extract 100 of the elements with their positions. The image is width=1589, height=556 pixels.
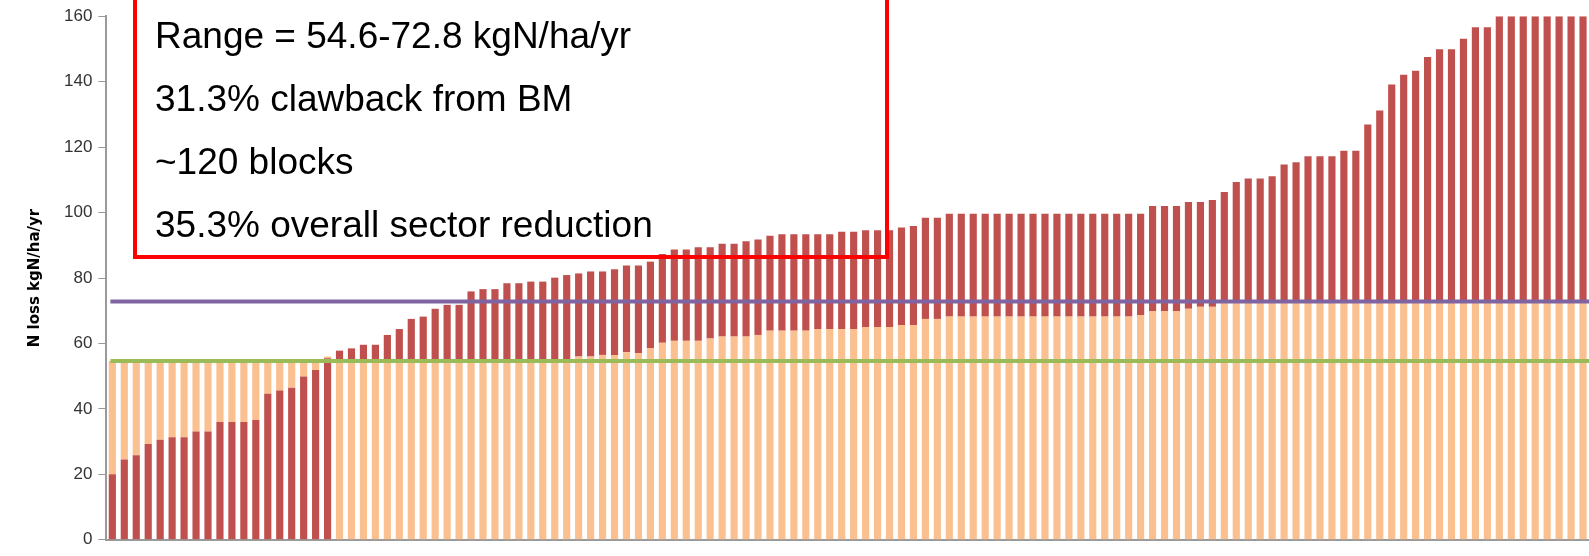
bar	[312, 369, 320, 540]
bar	[1292, 162, 1300, 302]
bar	[1519, 301, 1527, 540]
bar	[1483, 27, 1491, 302]
bar	[742, 336, 750, 540]
bar	[598, 354, 607, 540]
bar	[909, 225, 918, 326]
bar	[132, 361, 140, 456]
bar	[897, 227, 906, 326]
bar	[1077, 213, 1085, 317]
y-tick-label: 40	[73, 398, 93, 418]
bar	[216, 361, 224, 422]
bar	[1400, 301, 1408, 540]
bar	[766, 235, 774, 331]
y-tick-label: 100	[63, 202, 93, 222]
bar	[1579, 16, 1587, 302]
bar	[180, 361, 188, 438]
bar	[503, 283, 511, 362]
bar	[1459, 38, 1468, 302]
bar	[957, 316, 965, 540]
bar	[395, 329, 403, 362]
bar	[359, 361, 368, 540]
y-tick-label: 0	[82, 529, 93, 549]
bar	[1125, 213, 1133, 317]
bar	[288, 387, 296, 540]
bar	[240, 361, 248, 422]
bar	[1292, 301, 1300, 540]
bar	[682, 340, 690, 540]
bar	[1065, 316, 1073, 540]
bar	[419, 316, 427, 362]
bar	[646, 348, 654, 540]
bar	[1208, 306, 1216, 540]
bar	[646, 261, 654, 349]
bar	[1507, 301, 1515, 540]
bar	[252, 361, 260, 421]
bar	[993, 316, 1001, 540]
bar	[1148, 311, 1157, 540]
bar	[1220, 301, 1228, 540]
bar	[969, 213, 977, 317]
bar	[1232, 182, 1240, 302]
annotation: 31.3% clawback from BM	[155, 77, 574, 121]
bar	[610, 269, 619, 355]
bar	[1340, 301, 1348, 540]
bar	[1304, 301, 1312, 540]
bar	[192, 431, 200, 540]
bar	[1089, 213, 1097, 317]
bar	[264, 361, 272, 394]
bar	[276, 361, 284, 391]
bar	[1483, 301, 1491, 540]
bar	[120, 459, 128, 540]
annotation: ~120 blocks	[155, 140, 355, 184]
y-tick-label: 120	[63, 136, 93, 156]
bar	[575, 356, 583, 540]
bar	[563, 275, 571, 362]
bar	[288, 361, 296, 388]
bar	[1435, 49, 1444, 302]
bar	[1412, 301, 1420, 540]
bar	[1543, 301, 1551, 540]
bar	[515, 283, 523, 362]
bar	[1041, 213, 1049, 317]
bar	[371, 361, 379, 540]
bar	[1160, 206, 1169, 312]
bar	[156, 361, 164, 440]
bar	[1172, 206, 1181, 312]
bar	[1412, 70, 1420, 302]
bar	[1017, 316, 1025, 540]
bar	[622, 352, 631, 540]
bar	[862, 230, 870, 328]
bar	[515, 361, 523, 540]
y-tick-label: 140	[63, 71, 93, 91]
bar	[658, 342, 666, 540]
bar	[431, 361, 439, 540]
bar	[1148, 206, 1157, 312]
bar	[969, 316, 977, 540]
bar	[503, 361, 511, 540]
bar	[1435, 301, 1444, 540]
bar	[862, 327, 870, 540]
bar	[1280, 164, 1288, 302]
bar	[1256, 178, 1264, 302]
bar	[240, 421, 248, 540]
bar	[1065, 213, 1073, 317]
bar	[1017, 213, 1025, 317]
bar	[957, 213, 965, 317]
bar	[1280, 301, 1288, 540]
bar	[180, 437, 188, 540]
bar	[1328, 156, 1336, 302]
bar	[921, 217, 929, 319]
bar	[634, 353, 643, 540]
bar	[323, 358, 332, 540]
bar	[575, 273, 583, 357]
bar	[1268, 301, 1276, 540]
bar	[730, 336, 738, 540]
bar	[1507, 16, 1515, 302]
bar	[1160, 311, 1169, 540]
bar	[694, 340, 702, 540]
bar	[634, 265, 643, 354]
bar	[790, 234, 798, 331]
bar	[1447, 301, 1456, 540]
bar	[1005, 316, 1013, 540]
bar	[539, 361, 547, 540]
